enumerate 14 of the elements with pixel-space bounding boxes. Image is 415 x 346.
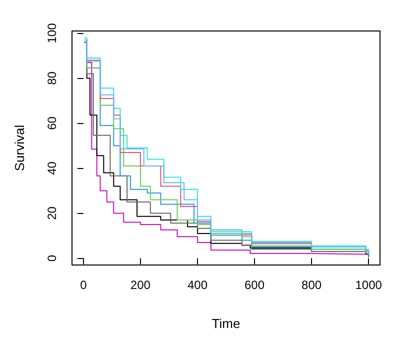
- y-tick-label: 80: [45, 71, 59, 85]
- x-tick-label: 200: [130, 278, 151, 292]
- x-tick-label: 1000: [355, 278, 382, 292]
- y-tick-label: 100: [45, 22, 59, 44]
- x-tick-label: 400: [187, 278, 208, 292]
- y-tick-label: 40: [45, 161, 59, 175]
- y-tick-label: 60: [45, 116, 59, 130]
- x-axis-title: Time: [212, 316, 240, 331]
- x-tick-label: 800: [302, 278, 322, 292]
- y-tick-label: 20: [45, 206, 59, 220]
- y-axis-title: Survival: [12, 124, 27, 172]
- x-tick-label: 0: [80, 278, 88, 292]
- y-tick-label: 0: [45, 254, 59, 262]
- x-tick-label: 600: [244, 278, 265, 292]
